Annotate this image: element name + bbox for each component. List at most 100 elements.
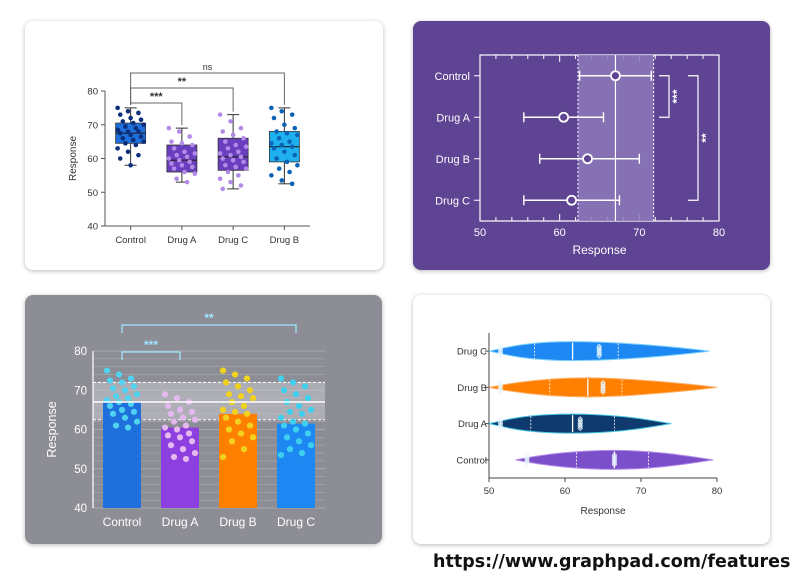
data-point-drug-a <box>179 446 187 453</box>
category-label-control: Control <box>456 455 487 466</box>
significance-bracket-drug-b <box>130 72 285 105</box>
data-point-control <box>141 122 146 128</box>
data-point-drug-c <box>289 379 297 386</box>
data-point-drug-b <box>246 387 254 394</box>
significance-label-drug-a: *** <box>670 89 684 103</box>
x-tick-label: 60 <box>560 486 571 497</box>
data-point-control <box>133 418 141 425</box>
data-point-drug-b <box>269 141 274 146</box>
y-tick-label: 50 <box>74 464 87 476</box>
data-point-control <box>115 105 120 111</box>
x-tick-label: 50 <box>474 227 486 239</box>
data-point-drug-b <box>237 430 245 437</box>
data-point-drug-c <box>225 169 231 175</box>
x-tick-label: 50 <box>484 486 495 497</box>
data-point-control <box>130 120 136 126</box>
y-axis-label: Response <box>45 401 59 457</box>
data-point-drug-a <box>179 414 187 421</box>
data-point-drug-a <box>187 159 192 165</box>
data-point-control <box>123 124 128 129</box>
category-label-drug-a: Drug A <box>436 112 470 124</box>
x-tick-label-drug-c: Drug C <box>218 235 248 246</box>
source-url[interactable]: https://www.graphpad.com/features <box>433 552 791 572</box>
data-point-drug-c <box>277 375 285 382</box>
data-point-drug-b <box>287 139 292 144</box>
data-point-drug-b <box>279 142 285 148</box>
data-point-drug-a <box>577 425 583 432</box>
y-tick-label: 80 <box>87 87 98 98</box>
data-point-drug-c <box>243 144 249 149</box>
data-point-drug-a <box>182 149 187 155</box>
data-point-control <box>127 375 135 382</box>
data-point-drug-b <box>225 426 233 433</box>
x-tick-label-drug-b: Drug B <box>270 235 300 246</box>
data-point-drug-b <box>225 391 233 398</box>
data-point-control <box>130 408 138 415</box>
data-point-drug-b <box>282 149 287 155</box>
data-point-drug-c <box>217 151 223 156</box>
data-point-drug-b <box>284 130 290 136</box>
data-point-drug-c <box>283 434 291 441</box>
data-point-drug-c <box>241 159 246 165</box>
data-point-drug-b <box>240 402 248 410</box>
data-point-drug-a <box>577 419 583 425</box>
data-point-drug-a <box>161 391 169 398</box>
data-point-drug-c <box>225 146 231 151</box>
category-label-control: Control <box>435 71 470 83</box>
bar-chart-panel: 40 50 60 70 80 Response Control Drug A Drug B Dru… <box>25 295 382 544</box>
significance-label-drug-b: ns <box>203 62 213 72</box>
data-point-drug-c <box>298 410 306 417</box>
category-label-drug-a: Drug A <box>458 419 488 430</box>
data-point-drug-a <box>167 410 175 417</box>
data-point-drug-b <box>219 453 227 461</box>
data-point-control <box>115 371 123 378</box>
data-point-control <box>117 130 123 136</box>
data-point-drug-b <box>295 132 300 138</box>
mean-marker-drug-b <box>582 153 593 165</box>
data-point-drug-a <box>176 129 182 134</box>
data-point-drug-a <box>174 152 179 158</box>
data-point-drug-c <box>596 353 602 359</box>
data-point-drug-c <box>497 350 504 356</box>
data-point-drug-c <box>286 408 294 415</box>
data-point-drug-c <box>301 420 309 427</box>
data-point-drug-a <box>171 146 177 151</box>
data-point-drug-a <box>184 154 190 160</box>
data-point-control <box>128 132 133 138</box>
data-point-drug-c <box>292 391 300 398</box>
data-point-control <box>103 367 111 374</box>
data-point-control <box>136 110 141 116</box>
violin-plot-panel: 50 60 70 80 Response Drug C Drug B Drug A Contro… <box>413 295 770 544</box>
category-label-drug-b: Drug B <box>457 383 487 394</box>
data-point-drug-c <box>233 164 239 170</box>
data-point-drug-b <box>219 367 227 374</box>
data-point-drug-b <box>231 408 239 415</box>
data-point-drug-c <box>301 383 309 390</box>
data-point-drug-c <box>280 387 288 394</box>
y-tick-label: 40 <box>87 222 98 233</box>
data-point-drug-a <box>166 125 172 131</box>
x-tick-label-control: Control <box>103 515 142 529</box>
box-drug-c <box>217 137 249 171</box>
data-point-drug-c <box>243 166 249 171</box>
data-point-control <box>106 377 114 384</box>
data-point-drug-c <box>238 154 244 160</box>
data-point-drug-b <box>246 422 254 429</box>
data-point-control <box>524 458 530 465</box>
data-point-control <box>106 402 114 410</box>
data-point-drug-a <box>187 134 192 139</box>
data-point-drug-c <box>228 179 233 185</box>
data-point-control <box>611 461 618 468</box>
data-point-drug-a <box>174 176 179 182</box>
data-point-drug-b <box>271 146 277 151</box>
data-point-drug-c <box>223 162 228 168</box>
data-point-drug-c <box>233 142 239 148</box>
violin-drug-b <box>488 377 718 398</box>
data-point-drug-c <box>289 418 297 425</box>
data-point-drug-a <box>188 408 196 415</box>
x-tick-label: 80 <box>713 227 725 239</box>
box-plot-panel: 40 50 60 70 80 Response Control Drug A Drug C Dru… <box>25 21 383 270</box>
data-point-control <box>136 152 141 158</box>
data-point-drug-b <box>289 144 295 149</box>
data-point-drug-c <box>228 119 233 124</box>
